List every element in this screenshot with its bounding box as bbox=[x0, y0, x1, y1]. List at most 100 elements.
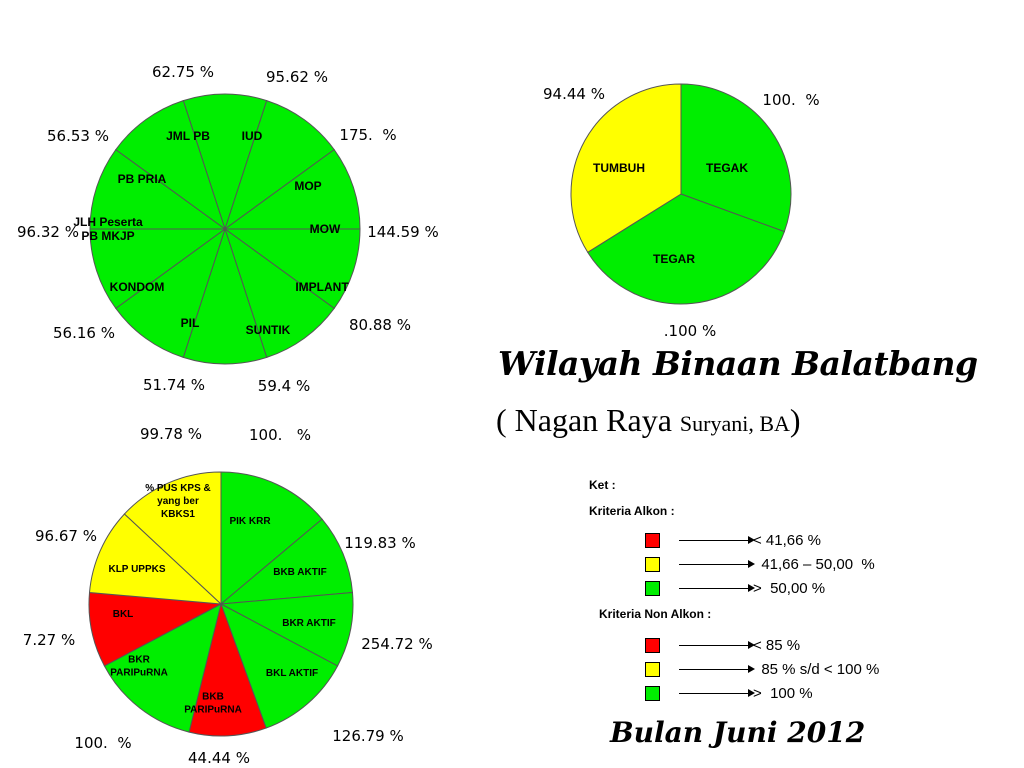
value-label: 62.75 % bbox=[152, 63, 214, 81]
value-label: 56.53 % bbox=[47, 127, 109, 145]
pie-slice-pb-pria bbox=[115, 99, 226, 231]
legend-swatch-red bbox=[645, 533, 660, 548]
value-label: .100 % bbox=[664, 322, 716, 340]
pie-slice-bkb-aktif bbox=[219, 518, 354, 605]
slice-label: MOW bbox=[310, 222, 341, 236]
slice-label: % PUS KPS & yang ber KBKS1 bbox=[145, 483, 211, 520]
slice-label: BKR PARIPuRNA bbox=[110, 655, 168, 679]
slice-label: PB PRIA bbox=[118, 172, 167, 186]
value-label: 175. % bbox=[339, 126, 396, 144]
value-label: 126.79 % bbox=[332, 727, 404, 745]
pie-slice-suntik bbox=[182, 227, 268, 365]
pie-slice-pil bbox=[115, 227, 226, 359]
pie-slice-kondom bbox=[89, 228, 227, 310]
legend-alkon-text-2: 41,66 – 50,00 % bbox=[753, 556, 875, 573]
slice-label: TEGAR bbox=[653, 252, 695, 266]
month-title: Bulan Juni 2012 bbox=[610, 716, 866, 749]
pie-slice-bkl-aktif bbox=[220, 602, 339, 729]
slice-label: TEGAK bbox=[706, 161, 748, 175]
arrow-icon bbox=[679, 560, 755, 568]
region-subtitle: ( Nagan Raya Suryani, BA) bbox=[496, 402, 966, 439]
slice-label: IUD bbox=[242, 129, 263, 143]
arrow-icon bbox=[679, 536, 755, 544]
value-label: 96.32 % bbox=[17, 223, 79, 241]
arrow-icon bbox=[679, 689, 755, 697]
legend-ket: Ket : bbox=[589, 478, 616, 492]
pie-chart-tegak-tegar-tumbuh: TEGAK 100. % TEGAR .100 % TUMBUH 94.44 % bbox=[543, 83, 820, 340]
legend-nonalkon-text-3: > 100 % bbox=[753, 685, 813, 702]
value-label: 59.4 % bbox=[258, 377, 310, 395]
legend-swatch-green bbox=[645, 581, 660, 596]
pie-slice-mow bbox=[223, 228, 361, 310]
slice-label: BKB PARIPuRNA bbox=[184, 692, 242, 716]
slice-label: BKB AKTIF bbox=[273, 567, 327, 578]
value-label: 44.44 % bbox=[188, 749, 250, 767]
subtitle-close: ) bbox=[789, 402, 801, 438]
value-label: 80.88 % bbox=[349, 316, 411, 334]
pie-slice-bkr-paripurna bbox=[103, 603, 222, 733]
slice-label: BKL bbox=[113, 609, 134, 620]
value-label: 94.44 % bbox=[543, 85, 605, 103]
pie-slice-tegar bbox=[587, 193, 786, 305]
value-label: 7.27 % bbox=[23, 631, 75, 649]
value-label: 96.67 % bbox=[35, 527, 97, 545]
slice-label: BKR AKTIF bbox=[282, 618, 336, 629]
legend-nonalkon-row-3: > 100 % bbox=[645, 685, 965, 703]
value-label: 144.59 % bbox=[367, 223, 439, 241]
legend-alkon-row-2: 41,66 – 50,00 % bbox=[645, 556, 965, 574]
legend-alkon-title: Kriteria Alkon : bbox=[589, 504, 675, 518]
arrow-icon bbox=[679, 641, 755, 649]
legend-alkon-text-1: < 41,66 % bbox=[753, 532, 821, 549]
slice-label: MOP bbox=[294, 179, 321, 193]
legend-swatch-green bbox=[645, 686, 660, 701]
pie-slice-pik-krr bbox=[220, 471, 323, 606]
value-label: 99.78 % bbox=[140, 425, 202, 443]
value-label: 51.74 % bbox=[143, 376, 205, 394]
pie-slice-implant bbox=[224, 227, 335, 359]
legend-nonalkon-text-1: < 85 % bbox=[753, 637, 801, 654]
arrow-icon bbox=[679, 584, 755, 592]
pie-chart-non-alkon: PIK KRR 100. % BKB AKTIF 119.83 % BKR AKTIF 2… bbox=[23, 425, 433, 767]
pie-slice-jml-pb bbox=[182, 93, 268, 231]
slice-label: KLP UPPKS bbox=[108, 564, 165, 575]
slice-label: PIL bbox=[181, 316, 200, 330]
legend-alkon-text-3: > 50,00 % bbox=[753, 580, 826, 597]
region-title: Wilayah Binaan Balatbang bbox=[498, 344, 978, 383]
legend-nonalkon-text-2: 85 % s/d < 100 % bbox=[753, 661, 880, 678]
legend-alkon-row-1: < 41,66 % bbox=[645, 532, 965, 550]
slice-label: JML PB bbox=[166, 129, 210, 143]
slice-label: JLH Peserta PB MKJP bbox=[73, 215, 143, 243]
arrow-icon bbox=[679, 665, 755, 673]
pie-slice-tumbuh bbox=[570, 83, 682, 253]
pie-slice-bkb-paripurna bbox=[188, 602, 267, 737]
legend-swatch-yellow bbox=[645, 662, 660, 677]
slice-label: TUMBUH bbox=[593, 161, 645, 175]
pie-slice-jlh-peserta-pb-mkjp bbox=[89, 148, 227, 230]
pie-slice-tegak bbox=[680, 83, 792, 233]
legend-nonalkon-title: Kriteria Non Alkon : bbox=[599, 607, 712, 621]
slice-label: SUNTIK bbox=[246, 323, 291, 337]
legend-nonalkon-row-1: < 85 % bbox=[645, 637, 965, 655]
pie-slice-iud bbox=[224, 99, 335, 231]
legend-nonalkon-row-2: 85 % s/d < 100 % bbox=[645, 661, 965, 679]
author-name: Suryani, BA bbox=[679, 411, 790, 436]
region-name: ( Nagan Raya bbox=[496, 402, 680, 438]
value-label: 254.72 % bbox=[361, 635, 433, 653]
legend-alkon-row-3: > 50,00 % bbox=[645, 580, 965, 598]
legend-swatch-yellow bbox=[645, 557, 660, 572]
value-label: 95.62 % bbox=[266, 68, 328, 86]
value-label: 119.83 % bbox=[344, 534, 416, 552]
slice-label: IMPLANT bbox=[295, 280, 349, 294]
value-label: 100. % bbox=[762, 91, 819, 109]
pie-slice-mop bbox=[223, 148, 361, 230]
value-label: 56.16 % bbox=[53, 324, 115, 342]
slice-label: KONDOM bbox=[110, 280, 165, 294]
slice-label: BKL AKTIF bbox=[266, 668, 318, 679]
pie-chart-alkon: JML PB 62.75 % IUD 95.62 % MOP 175. % MOW 144.5… bbox=[17, 63, 439, 395]
pie-slice-pus-kps-yang-ber-kbks1 bbox=[123, 471, 222, 606]
pie-slice-klp-uppks bbox=[88, 513, 223, 605]
value-label: 100. % bbox=[249, 426, 311, 444]
value-label: 100. % bbox=[74, 734, 131, 752]
slice-label: PIK KRR bbox=[229, 516, 271, 527]
